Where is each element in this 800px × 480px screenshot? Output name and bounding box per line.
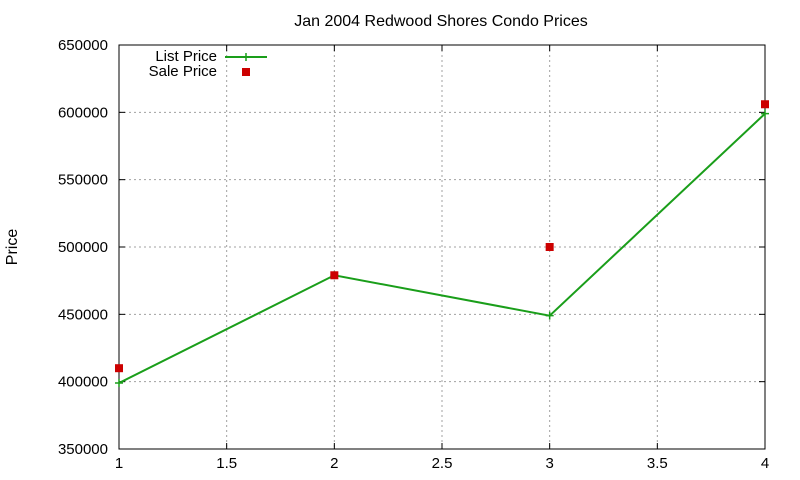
x-tick-label: 1	[115, 455, 123, 472]
sale-price-point	[545, 243, 554, 251]
x-tick-label: 3.5	[647, 455, 668, 472]
y-axis-label: Price	[4, 229, 21, 266]
y-tick-label: 350000	[58, 441, 108, 458]
data-series	[115, 100, 769, 388]
y-tick-label: 500000	[58, 239, 108, 256]
y-tick-label: 650000	[58, 37, 108, 54]
list-price-point	[761, 109, 769, 118]
x-tick-label: 1.5	[216, 455, 237, 472]
list-price-point	[115, 379, 123, 388]
x-tick-label: 2	[330, 455, 338, 472]
axis-ticks: 1 1.5 2 2.5 3 3.5 4 350000 400000 450000 500000 550…	[58, 37, 769, 472]
legend-label-list-price: List Price	[155, 48, 217, 65]
chart-title: Jan 2004 Redwood Shores Condo Prices	[294, 13, 588, 30]
legend-marker-list-price	[242, 53, 250, 61]
grid-lines	[119, 45, 765, 449]
sale-price-point	[115, 364, 123, 373]
x-tick-label: 4	[761, 455, 769, 472]
y-tick-label: 600000	[58, 104, 108, 121]
list-price-line	[118, 112, 766, 384]
sale-price-point	[761, 100, 769, 109]
y-tick-label: 450000	[58, 306, 108, 323]
x-tick-label: 3	[545, 455, 553, 472]
y-tick-label: 550000	[58, 172, 108, 189]
legend-label-sale-price: Sale Price	[149, 63, 217, 80]
x-tick-label: 2.5	[432, 455, 453, 472]
list-price-point	[545, 311, 554, 320]
legend-marker-sale-price	[242, 68, 250, 76]
sale-price-point	[330, 271, 339, 280]
y-tick-label: 400000	[58, 374, 108, 391]
